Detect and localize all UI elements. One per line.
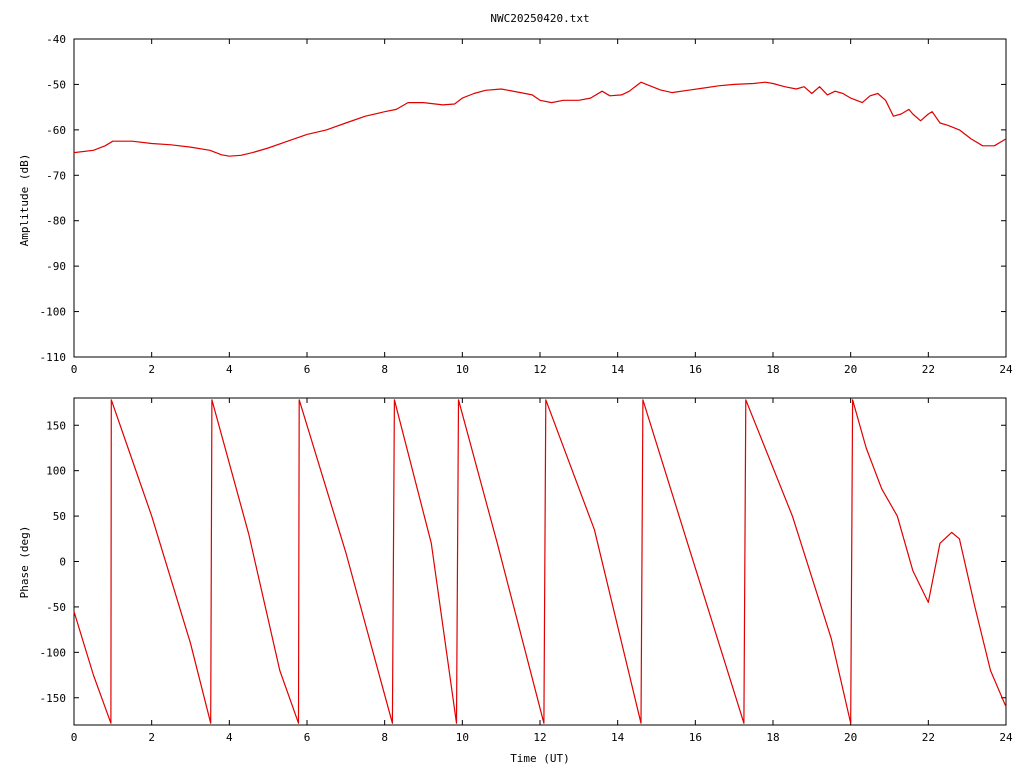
- amplitude-x-tick-label: 0: [71, 363, 78, 376]
- amplitude-y-tick-label: -50: [46, 78, 66, 91]
- phase-x-tick-label: 6: [304, 731, 311, 744]
- phase-y-tick-label: -100: [40, 646, 67, 659]
- phase-x-tick-label: 14: [611, 731, 625, 744]
- amplitude-x-tick-label: 20: [844, 363, 857, 376]
- amplitude-y-tick-label: -100: [40, 306, 67, 319]
- amplitude-plot-frame: [73, 38, 1007, 358]
- amplitude-panel: NWC20250420.txt Amplitude (dB) 0 2 4 6 8 10 12…: [18, 12, 1013, 376]
- amplitude-ticks: 0 2 4 6 8 10 12 14 16 18 20 22 24-40-50-60-70-80-90-…: [40, 33, 1013, 376]
- amplitude-x-tick-label: 12: [533, 363, 546, 376]
- amplitude-y-tick-label: -60: [46, 124, 66, 137]
- amplitude-y-tick-label: -70: [46, 169, 66, 182]
- phase-x-tick-label: 12: [533, 731, 546, 744]
- amplitude-x-tick-label: 10: [456, 363, 469, 376]
- phase-series: [73, 399, 1007, 724]
- phase-y-tick-label: 0: [59, 556, 66, 569]
- amplitude-y-tick-label: -90: [46, 260, 66, 273]
- phase-x-tick-label: 8: [381, 731, 388, 744]
- phase-x-tick-label: 2: [148, 731, 155, 744]
- amplitude-x-tick-label: 22: [922, 363, 935, 376]
- amplitude-x-tick-label: 4: [226, 363, 233, 376]
- amplitude-x-tick-label: 18: [766, 363, 779, 376]
- amplitude-y-tick-label: -80: [46, 215, 66, 228]
- phase-x-tick-label: 10: [456, 731, 469, 744]
- amplitude-trace: [73, 81, 1007, 157]
- phase-x-tick-label: 16: [689, 731, 702, 744]
- amplitude-axis-label: Amplitude (dB): [18, 154, 31, 247]
- phase-panel: Phase (deg) Time (UT) 0 2 4 6 8 10 12 14 16 18 20 2…: [18, 397, 1013, 765]
- phase-x-tick-label: 0: [71, 731, 78, 744]
- amplitude-x-tick-label: 14: [611, 363, 625, 376]
- phase-axis-label: Phase (deg): [18, 526, 31, 599]
- phase-trace: [73, 399, 1007, 724]
- phase-x-tick-label: 24: [999, 731, 1013, 744]
- phase-y-tick-label: -150: [40, 692, 67, 705]
- phase-y-tick-label: -50: [46, 601, 66, 614]
- amplitude-x-tick-label: 8: [381, 363, 388, 376]
- amplitude-x-tick-label: 2: [148, 363, 155, 376]
- amplitude-y-tick-label: -40: [46, 33, 66, 46]
- phase-y-tick-label: 150: [46, 419, 66, 432]
- phase-ticks: 0 2 4 6 8 10 12 14 16 18 20 22 24150100500-50-100-15…: [40, 398, 1013, 744]
- amplitude-y-tick-label: -110: [40, 351, 67, 364]
- amplitude-x-tick-label: 16: [689, 363, 702, 376]
- time-axis-label: Time (UT): [510, 752, 570, 765]
- chart-title: NWC20250420.txt: [490, 12, 589, 25]
- amplitude-x-tick-label: 24: [999, 363, 1013, 376]
- amplitude-x-tick-label: 6: [304, 363, 311, 376]
- phase-y-tick-label: 100: [46, 465, 66, 478]
- phase-y-tick-label: 50: [53, 510, 66, 523]
- phase-x-tick-label: 18: [766, 731, 779, 744]
- phase-x-tick-label: 4: [226, 731, 233, 744]
- phase-x-tick-label: 20: [844, 731, 857, 744]
- phase-x-tick-label: 22: [922, 731, 935, 744]
- amplitude-series: [73, 81, 1007, 157]
